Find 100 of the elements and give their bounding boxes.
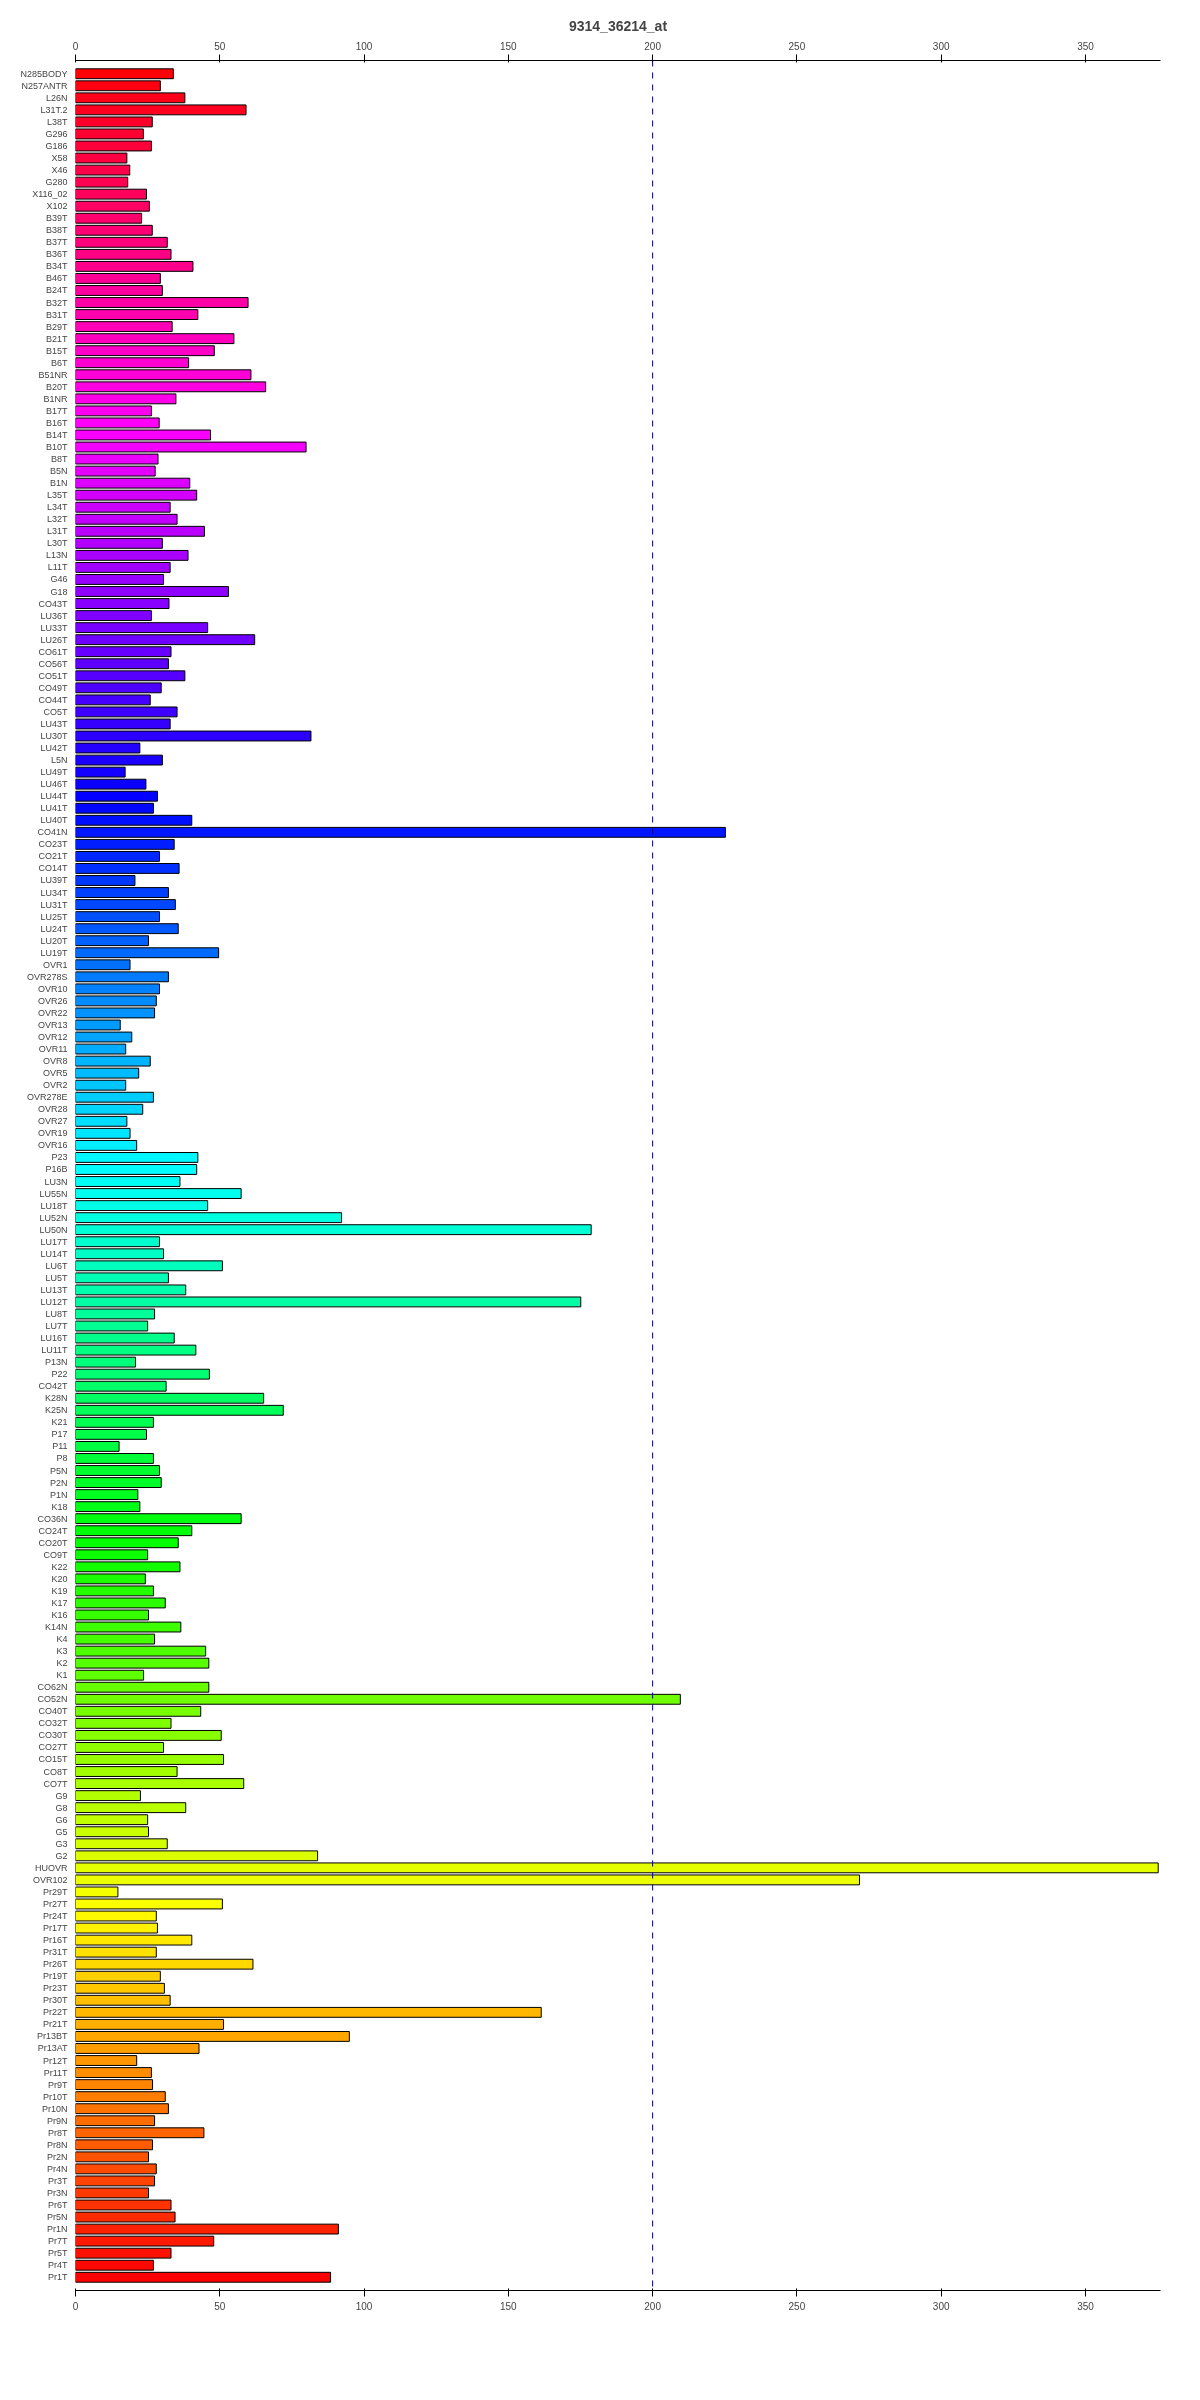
y-tick-label: LU20T (40, 935, 68, 946)
y-tick-label: B51NR (38, 369, 68, 380)
y-tick-label: Pr3N (47, 2187, 68, 2198)
y-tick-label: LU33T (40, 622, 68, 633)
y-tick-label: CO62N (37, 1682, 68, 1693)
y-tick-label: P13N (44, 1357, 68, 1368)
y-tick-label: CO9T (43, 1549, 68, 1560)
y-tick-label: Pr17T (42, 1923, 68, 1934)
y-tick-label: N285BODY (20, 68, 68, 79)
y-tick-label: P22 (51, 1369, 68, 1380)
y-tick-label: Pr30T (42, 1995, 68, 2006)
y-tick-label: CO32T (38, 1718, 68, 1729)
y-tick-label: B1NR (43, 393, 68, 404)
y-tick-label: OVR13 (37, 1019, 68, 1030)
y-tick-label: B31T (45, 309, 68, 320)
y-tick-label: B15T (45, 345, 68, 356)
x2-tick-label: 350 (1077, 2300, 1095, 2312)
y-tick-label: L31T (46, 526, 68, 537)
y-tick-label: LU46T (40, 779, 68, 790)
y-tick-label: G2 (55, 1850, 68, 1861)
y-tick-label: Pr5T (48, 2248, 68, 2259)
y-tick-label: LU13T (40, 1284, 68, 1295)
y-tick-label: G18 (50, 586, 68, 597)
x2-tick-label: 100 (355, 2300, 373, 2312)
y-tick-label: Pr6T (48, 2200, 68, 2211)
y-tick-label: B39T (45, 213, 68, 224)
y-tick-label: CO5T (43, 706, 68, 717)
x2-tick-label: 150 (500, 2300, 518, 2312)
y-tick-label: Pr26T (42, 1959, 68, 1970)
y-tick-label: Pr1T (48, 2272, 68, 2283)
y-tick-label: Pr8T (48, 2127, 68, 2138)
y-tick-label: LU14T (40, 1248, 68, 1259)
y-tick-label: P11 (52, 1441, 68, 1452)
y-tick-label: CO49T (38, 682, 68, 693)
y-tick-label: P5N (49, 1465, 68, 1476)
y-tick-label: LU17T (40, 1236, 68, 1247)
y-tick-label: CO56T (38, 658, 68, 669)
y-tick-label: K22 (51, 1561, 68, 1572)
y-tick-label: K14N (44, 1622, 68, 1633)
y-tick-label: LU19T (40, 947, 68, 958)
y-tick-label: B5N (49, 466, 68, 477)
x-tick-label: 350 (1077, 40, 1095, 52)
y-tick-label: Pr29T (42, 1886, 68, 1897)
y-tick-label: P2N (49, 1477, 68, 1488)
y-tick-label: CO40T (38, 1706, 68, 1717)
y-tick-label: P17 (51, 1429, 68, 1440)
y-tick-label: OVR5 (42, 1068, 68, 1079)
y-tick-label: B46T (45, 273, 68, 284)
y-tick-label: Pr10N (41, 2103, 68, 2114)
y-tick-label: LU8T (45, 1308, 68, 1319)
y-tick-label: Pr12T (42, 2055, 68, 2066)
y-tick-label: B14T (45, 429, 68, 440)
x-tick-label: 50 (214, 40, 226, 52)
y-tick-label: B1N (49, 478, 68, 489)
y-tick-label: LU26T (40, 634, 68, 645)
x2-tick-label: 0 (72, 2300, 79, 2312)
y-tick-label: CO8T (43, 1766, 68, 1777)
y-tick-label: G8 (55, 1802, 68, 1813)
y-tick-label: OVR102 (32, 1874, 68, 1885)
y-tick-label: L26N (45, 92, 68, 103)
y-tick-label: OVR2 (42, 1080, 68, 1091)
y-tick-label: LU18T (40, 1200, 68, 1211)
y-tick-label: CO43T (38, 598, 68, 609)
y-tick-label: B10T (45, 442, 68, 453)
chart-title: 9314_36214_at (568, 17, 668, 34)
y-tick-label: L38T (46, 116, 68, 127)
y-tick-label: CO52N (37, 1694, 68, 1705)
y-tick-label: Pr10T (42, 2091, 68, 2102)
y-tick-label: G296 (45, 128, 68, 139)
y-tick-label: LU44T (40, 791, 68, 802)
y-tick-label: LU50N (39, 1224, 68, 1235)
y-tick-label: CO30T (38, 1730, 68, 1741)
y-tick-label: OVR19 (37, 1128, 68, 1139)
x-tick-label: 300 (932, 40, 950, 52)
y-tick-label: G3 (55, 1838, 68, 1849)
y-tick-label: G9 (55, 1790, 68, 1801)
y-tick-label: LU5T (45, 1272, 68, 1283)
y-tick-label: P16B (45, 1164, 68, 1175)
y-tick-label: Pr3T (48, 2175, 68, 2186)
x-tick-label: 0 (72, 40, 79, 52)
y-tick-label: Pr13BT (36, 2031, 68, 2042)
y-tick-label: LU52N (39, 1212, 68, 1223)
y-tick-label: G5 (55, 1826, 68, 1837)
y-tick-label: LU11T (41, 1345, 68, 1356)
y-tick-label: X46 (51, 165, 68, 176)
y-tick-label: LU25T (40, 911, 68, 922)
y-tick-label: OVR28 (37, 1104, 68, 1115)
y-tick-label: K18 (51, 1501, 68, 1512)
y-tick-label: OVR11 (38, 1044, 68, 1055)
y-tick-label: LU3N (44, 1176, 68, 1187)
x-tick-label: 150 (500, 40, 518, 52)
y-tick-label: LU12T (40, 1296, 68, 1307)
y-tick-label: B38T (45, 225, 68, 236)
y-tick-label: Pr13AT (37, 2043, 68, 2054)
y-tick-label: Pr21T (42, 2019, 68, 2030)
y-tick-label: L31T.2 (40, 104, 68, 115)
y-tick-label: LU34T (40, 887, 68, 898)
y-tick-label: P1N (49, 1489, 68, 1500)
y-tick-label: CO41N (37, 827, 68, 838)
y-tick-label: OVR26 (37, 995, 68, 1006)
